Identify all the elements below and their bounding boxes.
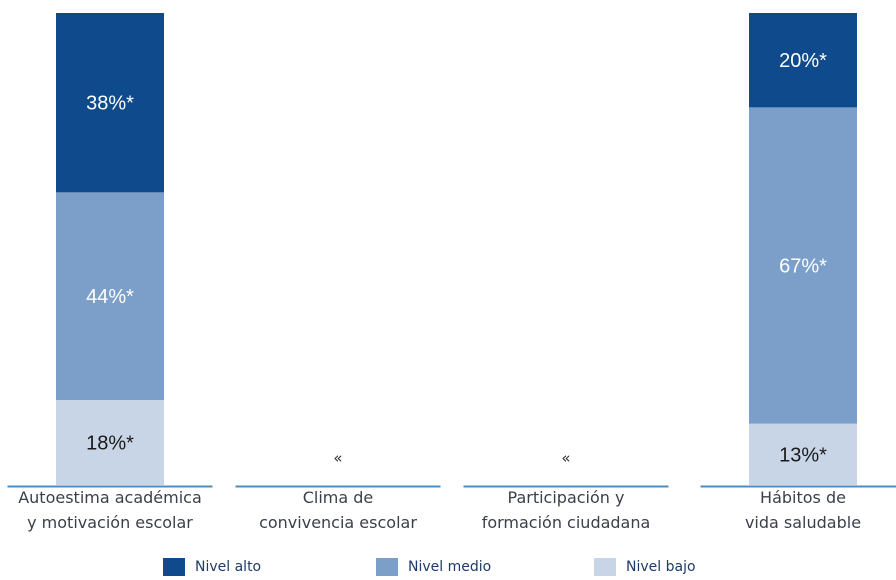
bar-data-label: 44%* xyxy=(86,286,134,308)
legend-item-nivel-alto: Nivel alto xyxy=(163,558,261,576)
missing-data-marker: « xyxy=(333,449,342,467)
category-label: Clima de xyxy=(303,488,374,507)
legend-swatch-nivel-alto xyxy=(163,558,185,576)
legend: Nivel alto Nivel medio Nivel bajo xyxy=(0,558,896,580)
category-label: vida saludable xyxy=(745,513,861,532)
category-label: convivencia escolar xyxy=(259,513,417,532)
legend-item-nivel-bajo: Nivel bajo xyxy=(594,558,696,576)
category-label: Autoestima académica xyxy=(18,488,202,507)
bar-data-label: 67%* xyxy=(779,256,827,278)
legend-label-nivel-alto: Nivel alto xyxy=(195,559,261,575)
category-label: Hábitos de xyxy=(760,488,846,507)
legend-label-nivel-medio: Nivel medio xyxy=(408,559,491,575)
legend-swatch-nivel-bajo xyxy=(594,558,616,576)
bar-data-label: 20%* xyxy=(779,50,827,72)
legend-label-nivel-bajo: Nivel bajo xyxy=(626,559,696,575)
category-label: Participación y xyxy=(508,488,625,507)
legend-item-nivel-medio: Nivel medio xyxy=(376,558,491,576)
legend-swatch-nivel-medio xyxy=(376,558,398,576)
missing-data-marker: « xyxy=(561,449,570,467)
category-label: y motivación escolar xyxy=(27,513,193,532)
bar-data-label: 18%* xyxy=(86,433,134,455)
bar-data-label: 13%* xyxy=(779,444,827,466)
bar-data-label: 38%* xyxy=(86,93,134,115)
stacked-bar-chart: 18%* 44%* 38%* Autoestima académica y motiva… xyxy=(0,0,896,558)
category-label: formación ciudadana xyxy=(482,513,651,532)
